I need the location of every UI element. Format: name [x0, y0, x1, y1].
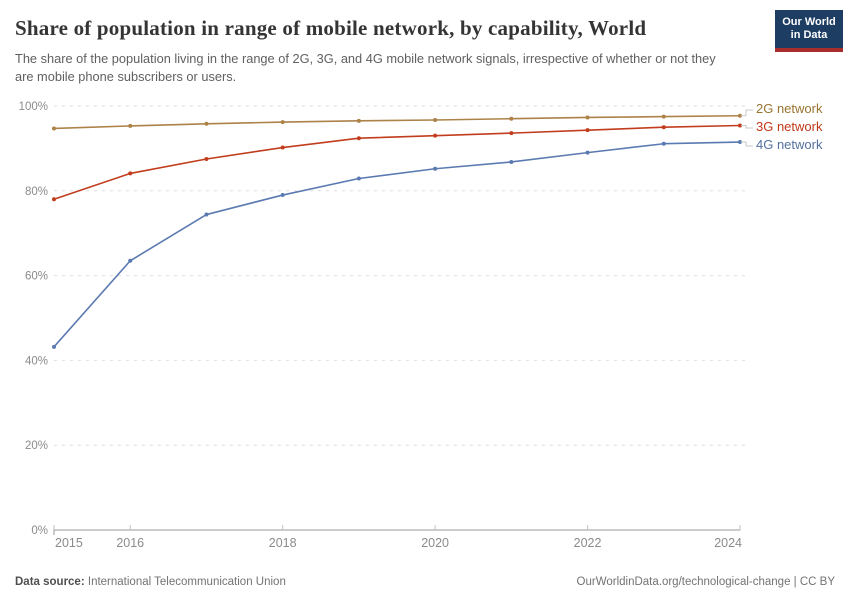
data-point[interactable]	[356, 176, 361, 181]
data-point[interactable]	[280, 193, 285, 198]
legend-item-2g-network[interactable]: 2G network	[756, 101, 823, 116]
x-tick-label: 2018	[269, 536, 297, 550]
series-line-4g-network[interactable]	[53, 141, 741, 348]
owid-logo-line1: Our World	[782, 16, 836, 28]
y-tick-label: 20%	[25, 440, 48, 452]
data-point[interactable]	[356, 118, 361, 123]
y-tick-label: 60%	[25, 271, 48, 283]
data-point[interactable]	[509, 159, 514, 164]
legend-connector	[741, 141, 753, 147]
data-point[interactable]	[128, 123, 133, 128]
data-point[interactable]	[509, 131, 514, 136]
chart-footer: Data source: International Telecommunica…	[0, 576, 850, 588]
data-point[interactable]	[433, 166, 438, 171]
data-point[interactable]	[661, 114, 666, 119]
x-tick-label: 2020	[421, 536, 449, 550]
data-point[interactable]	[433, 133, 438, 138]
series-line-2g-network[interactable]	[53, 114, 741, 130]
data-point[interactable]	[356, 136, 361, 141]
data-point[interactable]	[204, 212, 209, 217]
data-point[interactable]	[738, 140, 742, 145]
data-point[interactable]	[128, 171, 133, 176]
legend-connector	[741, 125, 753, 129]
data-point[interactable]	[585, 115, 590, 120]
legend-item-3g-network[interactable]: 3G network	[756, 119, 823, 134]
data-point[interactable]	[738, 123, 742, 128]
data-point[interactable]	[52, 344, 56, 349]
y-tick-label: 80%	[25, 186, 48, 198]
data-point[interactable]	[585, 128, 590, 133]
data-point[interactable]	[204, 121, 209, 126]
data-point[interactable]	[509, 116, 514, 121]
data-source-label: Data source:	[15, 576, 85, 588]
y-tick-label: 0%	[31, 525, 48, 537]
data-point[interactable]	[128, 258, 133, 263]
y-tick-label: 100%	[19, 101, 48, 113]
x-tick-label: 2024	[714, 536, 742, 550]
data-source: Data source: International Telecommunica…	[15, 576, 286, 588]
data-point[interactable]	[738, 113, 742, 118]
chart-title: Share of population in range of mobile n…	[15, 16, 647, 40]
data-point[interactable]	[52, 126, 56, 131]
legend-item-4g-network[interactable]: 4G network	[756, 137, 823, 152]
data-point[interactable]	[433, 117, 438, 122]
y-tick-label: 40%	[25, 355, 48, 367]
x-tick-label: 2016	[116, 536, 144, 550]
data-point[interactable]	[661, 141, 666, 146]
data-point[interactable]	[280, 145, 285, 150]
attribution[interactable]: OurWorldinData.org/technological-change …	[576, 576, 835, 588]
owid-logo-line2: in Data	[790, 29, 828, 41]
data-point[interactable]	[585, 150, 590, 155]
legend-connector	[741, 109, 753, 117]
data-point[interactable]	[52, 197, 56, 202]
x-tick-label: 2015	[55, 536, 83, 550]
data-source-value: International Telecommunication Union	[87, 576, 286, 588]
owid-logo-box: Our World in Data	[775, 10, 843, 48]
data-point[interactable]	[661, 125, 666, 130]
series-line-3g-network[interactable]	[53, 124, 741, 201]
owid-logo[interactable]: Our World in Data	[775, 10, 843, 52]
data-point[interactable]	[204, 157, 209, 161]
owid-logo-accent	[775, 48, 843, 52]
chart-subtitle: The share of the population living in th…	[15, 51, 716, 85]
data-point[interactable]	[280, 120, 285, 125]
x-tick-label: 2022	[574, 536, 602, 550]
